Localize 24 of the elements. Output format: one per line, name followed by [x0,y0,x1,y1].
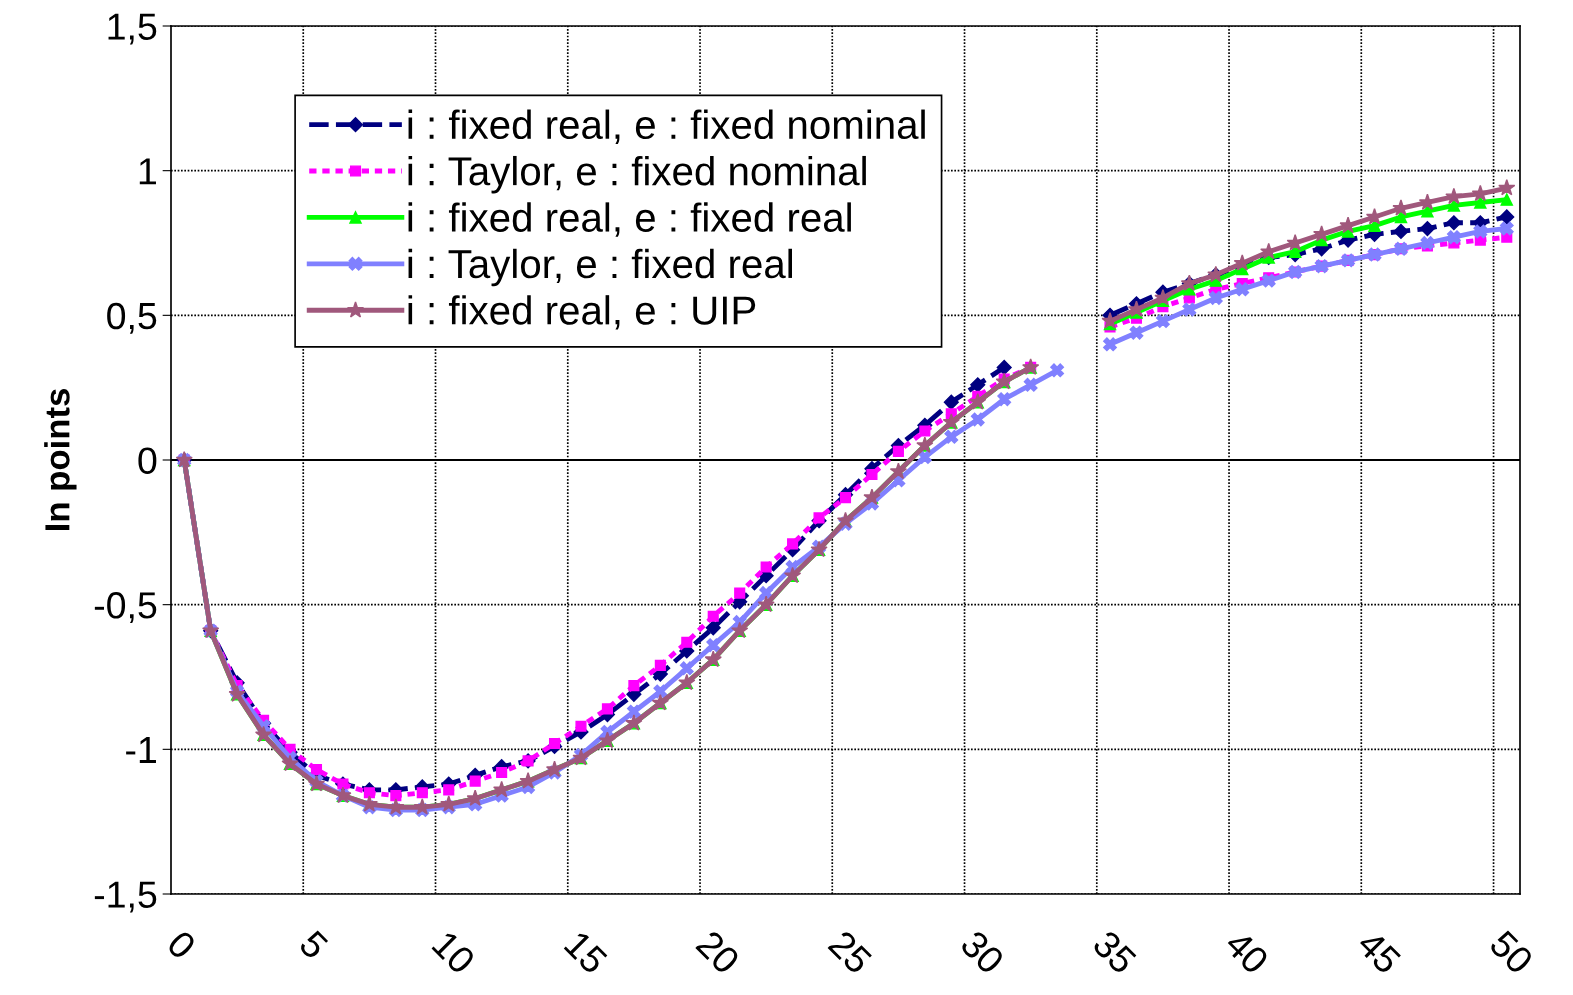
legend-label: i : Taylor, e : fixed real [408,248,792,287]
y-tick-label: 0 [138,447,157,474]
x-tick-label: 40 [1223,928,1271,976]
y-tick-label: 0,5 [107,302,157,334]
y-tick-label: 1 [139,158,156,185]
y-tick-label: -1 [126,737,156,763]
y-axis-title: In points [44,389,77,530]
y-tick-label: -1,5 [94,881,157,913]
x-tick-label: 45 [1355,928,1402,976]
legend-label: i : Taylor, e : fixed nominal [408,155,866,194]
legend-label: i : fixed real, e : fixed nominal [408,109,925,144]
x-tick-label: 15 [563,930,609,976]
legend-label: i : fixed real, e : fixed real [408,202,851,237]
y-tick-label: -0,5 [94,592,157,624]
x-tick-label: 25 [827,929,874,976]
x-tick-label: 30 [959,929,1006,976]
legend-label: i : fixed real, e : UIP [408,295,756,330]
x-tick-label: 35 [1091,929,1138,976]
x-tick-label: 0 [165,929,198,961]
x-tick-label: 5 [298,929,330,961]
x-tick-label: 50 [1488,929,1535,976]
y-tick-label: 1,5 [108,13,157,45]
x-tick-label: 10 [431,930,477,976]
x-tick-label: 20 [695,929,741,976]
